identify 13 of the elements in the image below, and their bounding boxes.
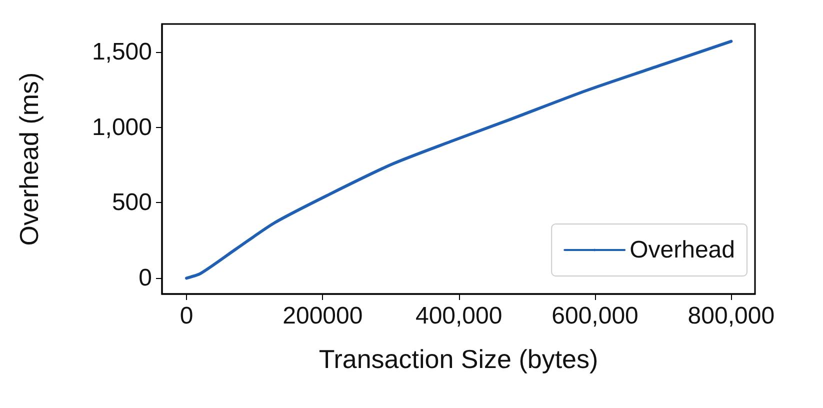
x-tick-label: 800,000 xyxy=(688,302,775,330)
x-tick-label: 0 xyxy=(180,302,194,330)
x-tick-label: 200000 xyxy=(282,302,363,330)
y-tick-label: 1,000 xyxy=(92,114,152,141)
y-tick-label: 1,500 xyxy=(92,38,152,66)
x-axis-title: Transaction Size (bytes) xyxy=(318,344,598,374)
x-tick-label: 600,000 xyxy=(552,302,638,330)
legend-label: Overhead xyxy=(630,236,736,264)
y-tick-label: 500 xyxy=(112,189,152,216)
y-tick-label: 0 xyxy=(138,264,152,292)
line-series xyxy=(185,40,733,280)
y-axis-title: Overhead (ms) xyxy=(14,72,44,246)
x-tick-label: 400,000 xyxy=(415,302,502,330)
